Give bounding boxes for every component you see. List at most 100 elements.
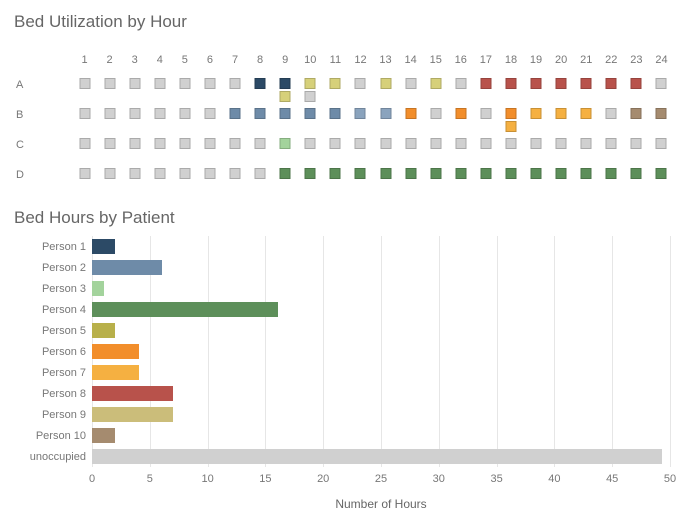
heatmap-cell (549, 70, 574, 100)
hour-header: 14 (398, 54, 423, 70)
heatmap-chip (531, 138, 542, 149)
hour-header: 19 (524, 54, 549, 70)
heatmap-cell (423, 100, 448, 130)
heatmap-cell (524, 100, 549, 130)
heatmap-cell (549, 160, 574, 190)
heatmap-chip (129, 108, 140, 119)
heatmap-cell (448, 70, 473, 100)
heatmap-cell (298, 100, 323, 130)
heatmap-cell (398, 130, 423, 160)
bar-row: Person 9 (92, 404, 674, 425)
heatmap-cell (72, 100, 97, 130)
heatmap-chip (104, 78, 115, 89)
bar (92, 449, 662, 464)
heatmap-cell (323, 100, 348, 130)
heatmap-cell (97, 160, 122, 190)
heatmap-cell (373, 130, 398, 160)
heatmap-cell (172, 70, 197, 100)
heatmap-chip (505, 138, 516, 149)
heatmap-chip (179, 108, 190, 119)
heatmap-cell (574, 130, 599, 160)
heatmap-chip (355, 168, 366, 179)
heatmap-cell (248, 100, 273, 130)
bar-row: Person 5 (92, 320, 674, 341)
heatmap-chip (606, 138, 617, 149)
heatmap-chip (230, 138, 241, 149)
bar-label: Person 3 (14, 283, 86, 295)
heatmap-cell (122, 100, 147, 130)
heatmap-chip (656, 168, 667, 179)
heatmap-cell (473, 70, 498, 100)
heatmap-title: Bed Utilization by Hour (14, 12, 674, 32)
hour-header: 13 (373, 54, 398, 70)
bar-label: Person 1 (14, 241, 86, 253)
heatmap-chip (380, 168, 391, 179)
hour-header: 23 (624, 54, 649, 70)
heatmap-cell (248, 160, 273, 190)
hour-header: 4 (147, 54, 172, 70)
heatmap-cell (423, 130, 448, 160)
heatmap-cell (448, 100, 473, 130)
hour-header: 20 (549, 54, 574, 70)
hour-header: 17 (473, 54, 498, 70)
heatmap-cell (348, 100, 373, 130)
heatmap-chip (581, 78, 592, 89)
heatmap-chip (355, 138, 366, 149)
heatmap-chip (129, 78, 140, 89)
heatmap-chip (154, 108, 165, 119)
heatmap-chip (280, 138, 291, 149)
heatmap-cell (398, 70, 423, 100)
heatmap-chip (480, 108, 491, 119)
hour-header: 15 (423, 54, 448, 70)
heatmap-cell (423, 160, 448, 190)
heatmap-cell (448, 160, 473, 190)
heatmap-cell (649, 100, 674, 130)
heatmap-chip (455, 168, 466, 179)
barchart-xaxis: 05101520253035404550 (92, 471, 670, 489)
heatmap-chip (505, 78, 516, 89)
heatmap-chip (505, 108, 516, 119)
heatmap-chip (255, 168, 266, 179)
hour-header: 8 (248, 54, 273, 70)
heatmap-chip (556, 108, 567, 119)
heatmap-chip (305, 138, 316, 149)
heatmap-chip (556, 78, 567, 89)
heatmap-chip (104, 138, 115, 149)
heatmap-chip (656, 78, 667, 89)
heatmap-cell (373, 160, 398, 190)
x-tick: 5 (147, 473, 153, 485)
hour-header: 1 (72, 54, 97, 70)
hour-header: 22 (599, 54, 624, 70)
heatmap-chip (631, 138, 642, 149)
heatmap-cell (524, 130, 549, 160)
heatmap-chip (179, 78, 190, 89)
heatmap-cell (223, 70, 248, 100)
heatmap-chip (255, 138, 266, 149)
heatmap-cell (172, 160, 197, 190)
x-tick: 15 (259, 473, 271, 485)
heatmap-cell (273, 100, 298, 130)
heatmap-chip (480, 138, 491, 149)
heatmap-cell (223, 100, 248, 130)
heatmap-chip (631, 168, 642, 179)
bed-row-label: A (14, 79, 72, 91)
heatmap-chip (104, 168, 115, 179)
heatmap-chip (405, 108, 416, 119)
heatmap-cell (197, 160, 222, 190)
bar (92, 281, 104, 296)
heatmap-chip (305, 78, 316, 89)
heatmap-chip (79, 168, 90, 179)
heatmap-cell (599, 160, 624, 190)
heatmap-chip (330, 108, 341, 119)
x-tick: 30 (433, 473, 445, 485)
heatmap-cell (323, 130, 348, 160)
heatmap-cell (498, 130, 523, 160)
heatmap-chip (129, 168, 140, 179)
heatmap-chip (430, 168, 441, 179)
heatmap-chip (230, 168, 241, 179)
heatmap-cell (473, 100, 498, 130)
heatmap-chip (230, 78, 241, 89)
heatmap-cell (373, 70, 398, 100)
heatmap-cell (524, 160, 549, 190)
heatmap-cell (197, 130, 222, 160)
